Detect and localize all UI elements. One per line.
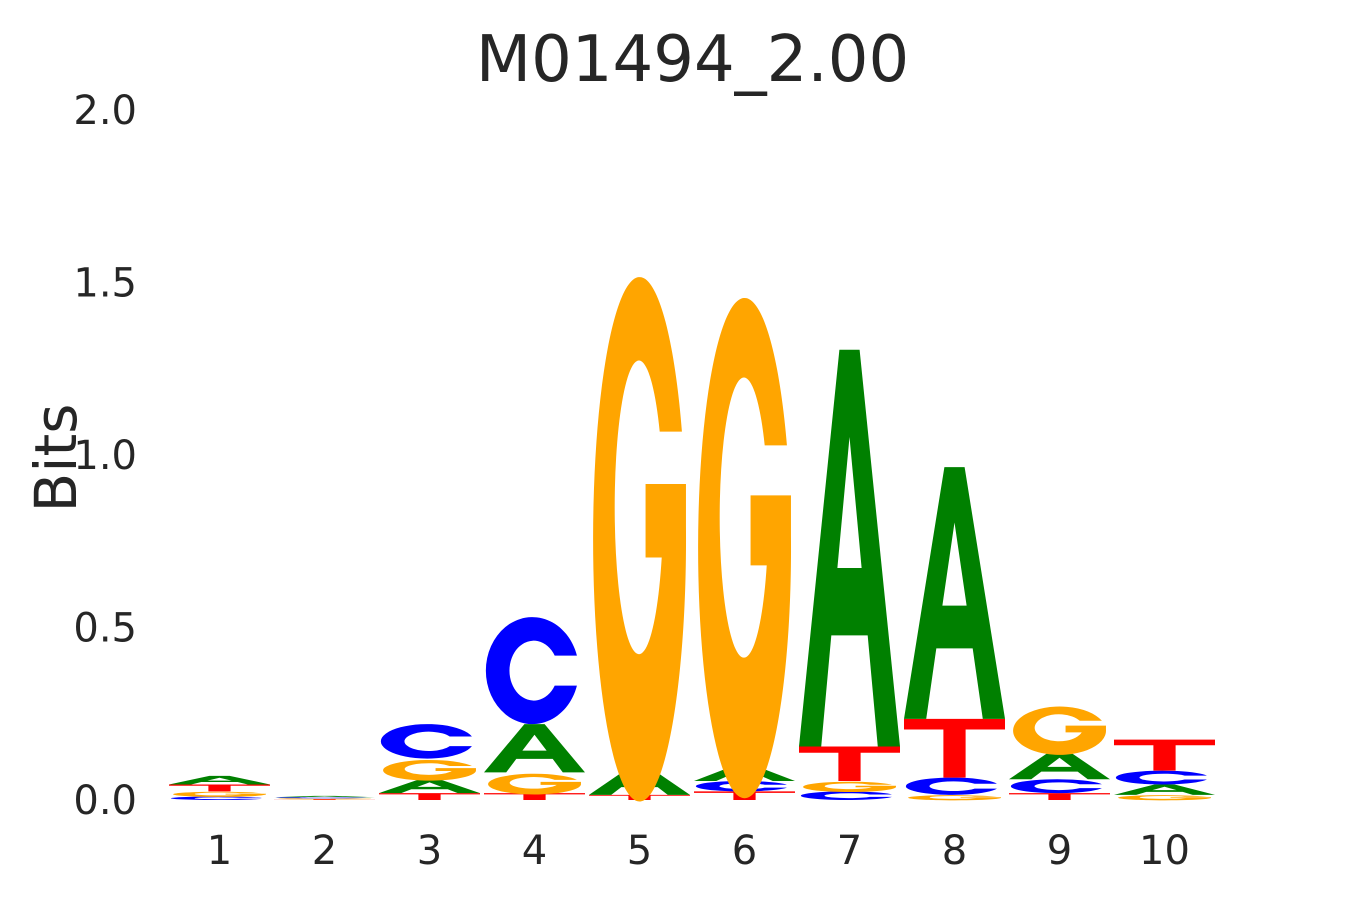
x-tick-label: 5 (627, 828, 652, 874)
letter-g-position-8 (908, 795, 1002, 801)
y-tick-label: 0.0 (73, 778, 137, 824)
letter-c-position-10 (1115, 770, 1207, 785)
position-5-stack (589, 277, 690, 802)
position-8-stack (904, 467, 1005, 801)
letter-stacks (169, 277, 1215, 802)
y-tick-label: 0.5 (73, 606, 137, 652)
letter-a-position-9 (1009, 751, 1110, 780)
letter-c-position-3 (380, 724, 472, 759)
letter-a-position-7 (799, 349, 900, 747)
letter-c-position-4 (485, 617, 577, 725)
x-tick-label: 6 (732, 828, 757, 874)
letter-g-position-5 (593, 277, 687, 802)
x-tick-label: 4 (522, 828, 547, 874)
position-9-stack (1009, 706, 1110, 800)
letter-t-position-10 (1114, 739, 1215, 771)
y-tick-label: 1.0 (73, 433, 137, 479)
letter-g-position-1 (173, 791, 267, 797)
letter-t-position-3 (379, 793, 480, 800)
letter-t-position-7 (799, 746, 900, 782)
position-7-stack (799, 349, 900, 800)
letter-g-position-10 (1118, 795, 1212, 801)
letter-a-position-8 (904, 467, 1005, 719)
letter-g-position-4 (488, 773, 582, 795)
letter-c-position-2 (275, 797, 367, 799)
letter-a-position-10 (1114, 784, 1215, 795)
letter-a-position-4 (484, 724, 585, 773)
y-axis-ticks: 0.0 0.5 1.0 1.5 2.0 (73, 88, 137, 824)
letter-g-position-9 (1013, 706, 1107, 755)
y-tick-label: 2.0 (73, 88, 137, 134)
x-tick-label: 1 (207, 828, 232, 874)
x-axis-ticks: 1 2 3 4 5 6 7 8 9 10 (207, 828, 1190, 874)
letter-g-position-2 (278, 798, 372, 800)
position-3-stack (379, 724, 480, 800)
x-tick-label: 10 (1139, 828, 1190, 874)
letter-t-position-8 (904, 718, 1005, 778)
x-tick-label: 8 (942, 828, 967, 874)
letter-c-position-9 (1010, 779, 1102, 794)
position-6-stack (694, 297, 795, 800)
letter-a-position-3 (379, 779, 480, 794)
x-tick-label: 9 (1047, 828, 1072, 874)
letter-t-position-2 (274, 799, 375, 800)
letter-t-position-1 (169, 784, 270, 792)
x-tick-label: 7 (837, 828, 862, 874)
letter-g-position-7 (803, 781, 897, 793)
letter-c-position-1 (170, 796, 262, 800)
x-tick-label: 2 (312, 828, 337, 874)
position-4-stack (484, 617, 585, 800)
letter-a-position-2 (274, 795, 375, 798)
chart-title: M01494_2.00 (475, 23, 910, 97)
letter-c-position-8 (905, 777, 997, 795)
letter-c-position-7 (800, 791, 892, 800)
position-1-stack (169, 775, 270, 800)
letter-g-position-6 (698, 297, 792, 799)
x-tick-label: 3 (417, 828, 442, 874)
position-10-stack (1114, 739, 1215, 801)
letter-a-position-1 (169, 775, 270, 785)
letter-t-position-9 (1009, 793, 1110, 800)
y-tick-label: 1.5 (73, 261, 137, 307)
position-2-stack (274, 795, 375, 800)
letter-g-position-3 (383, 759, 477, 781)
